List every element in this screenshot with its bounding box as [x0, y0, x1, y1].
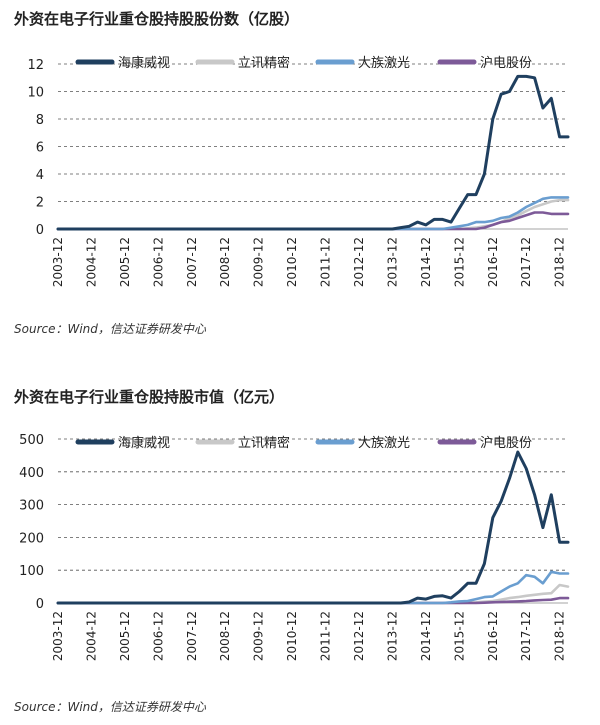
x-tick-label: 2007-12	[185, 611, 199, 661]
y-tick-label: 400	[19, 466, 44, 481]
x-tick-label: 2017-12	[519, 237, 533, 287]
chart-1-title: 外资在电子行业重仓股持股股份数（亿股）	[14, 10, 300, 28]
x-tick-label: 2014-12	[419, 611, 433, 661]
x-tick-label: 2013-12	[385, 237, 399, 287]
series-line-1	[56, 583, 570, 605]
legend-label: 大族激光	[358, 435, 410, 451]
x-tick-label: 2005-12	[118, 237, 132, 287]
x-tick-label: 2016-12	[486, 611, 500, 661]
x-tick-label: 2012-12	[352, 237, 366, 287]
x-tick-label: 2008-12	[218, 237, 232, 287]
y-tick-label: 300	[19, 499, 44, 514]
x-tick-label: 2003-12	[51, 237, 65, 287]
y-tick-label: 0	[36, 597, 44, 612]
chart-2-source: Source：Wind，信达证券研发中心	[14, 700, 206, 714]
x-tick-label: 2010-12	[285, 611, 299, 661]
legend-label: 立讯精密	[238, 435, 290, 451]
y-tick-label: 12	[27, 58, 44, 73]
x-tick-label: 2009-12	[252, 611, 266, 661]
legend-label: 沪电股份	[480, 435, 532, 451]
y-tick-label: 2	[36, 196, 44, 211]
x-tick-label: 2006-12	[151, 611, 165, 661]
y-tick-label: 6	[36, 141, 44, 156]
x-tick-label: 2009-12	[252, 237, 266, 287]
x-tick-label: 2015-12	[452, 611, 466, 661]
x-tick-label: 2004-12	[84, 237, 98, 287]
legend-label: 大族激光	[358, 55, 410, 71]
x-tick-label: 2018-12	[553, 237, 567, 287]
legend-label: 海康威视	[118, 435, 170, 451]
y-tick-label: 0	[36, 223, 44, 238]
y-tick-label: 10	[27, 86, 44, 101]
chart-1-source: Source：Wind，信达证券研发中心	[14, 322, 206, 336]
legend-label: 沪电股份	[480, 55, 532, 71]
series-line-0	[56, 74, 570, 231]
x-tick-label: 2012-12	[352, 611, 366, 661]
x-tick-label: 2016-12	[486, 237, 500, 287]
x-tick-label: 2004-12	[84, 611, 98, 661]
x-tick-label: 2017-12	[519, 611, 533, 661]
y-tick-label: 500	[19, 433, 44, 448]
series-line-0	[56, 450, 570, 605]
legend-label: 立讯精密	[238, 55, 290, 71]
x-tick-label: 2013-12	[385, 611, 399, 661]
y-tick-label: 200	[19, 531, 44, 546]
x-tick-label: 2003-12	[51, 611, 65, 661]
x-tick-label: 2006-12	[151, 237, 165, 287]
x-tick-label: 2018-12	[553, 611, 567, 661]
x-tick-label: 2011-12	[319, 611, 333, 661]
x-tick-label: 2010-12	[285, 237, 299, 287]
y-tick-label: 100	[19, 564, 44, 579]
chart-1: 0 2 4 6 8 10 12 2003-12 2004-12 2005-12 2006-12 200…	[27, 55, 570, 287]
x-tick-label: 2015-12	[452, 237, 466, 287]
x-tick-label: 2008-12	[218, 611, 232, 661]
x-tick-label: 2014-12	[419, 237, 433, 287]
series-line-2	[56, 570, 570, 605]
chart-2: 0 100 200 300 400 500 2003-12 2004-12 2005-12 200…	[19, 433, 570, 661]
x-tick-label: 2005-12	[118, 611, 132, 661]
x-tick-label: 2007-12	[185, 237, 199, 287]
y-tick-label: 4	[36, 168, 44, 183]
x-tick-label: 2011-12	[319, 237, 333, 287]
chart-2-title: 外资在电子行业重仓股持股市值（亿元）	[14, 388, 285, 406]
legend-label: 海康威视	[118, 55, 170, 71]
y-tick-label: 8	[36, 113, 44, 128]
